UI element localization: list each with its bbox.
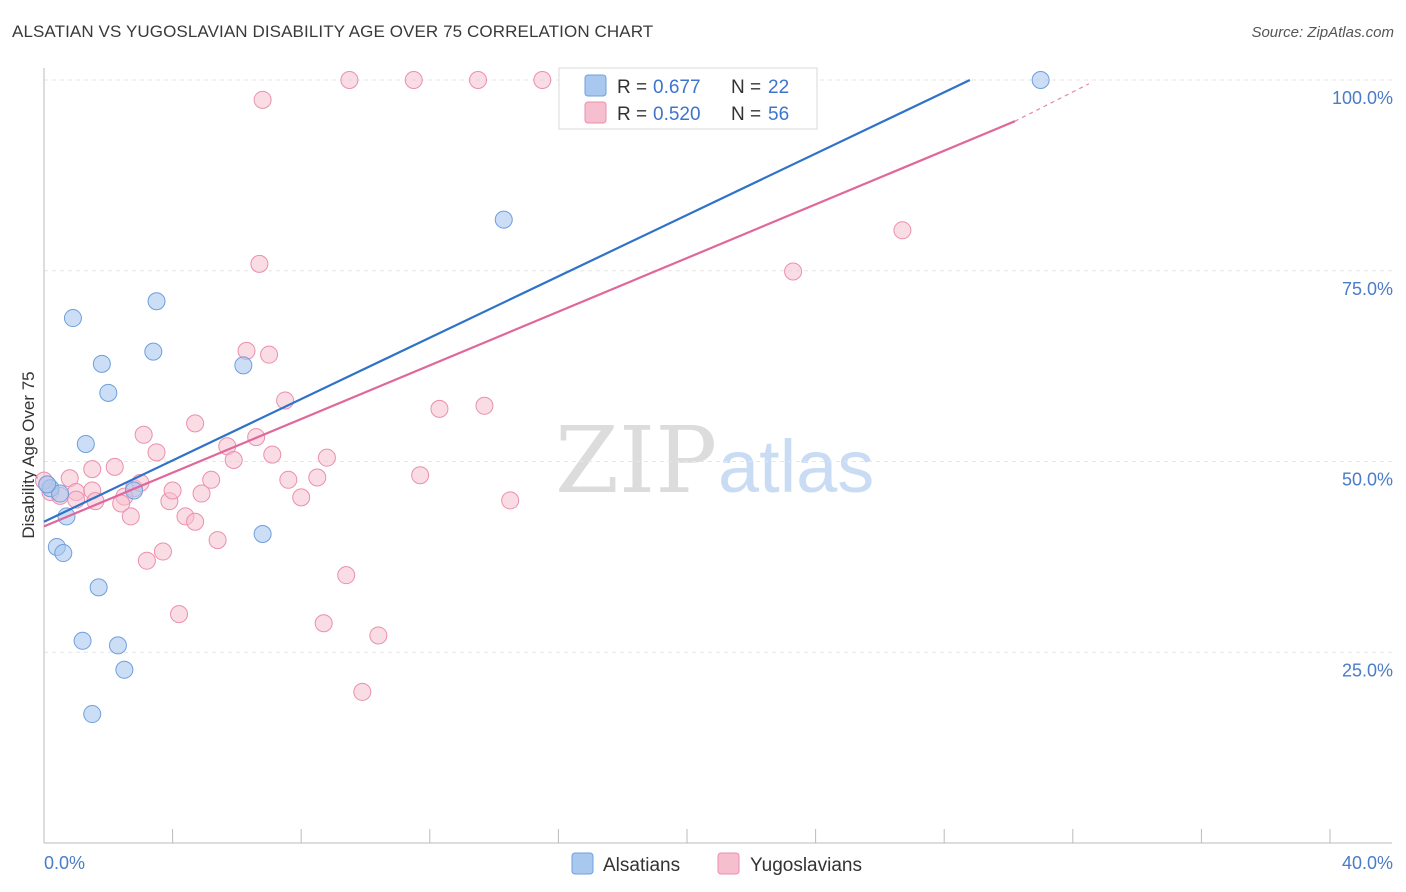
alsatian-point-20 (1031, 71, 1050, 89)
alsatian-point-6 (76, 434, 95, 453)
yugoslavian-point-44 (411, 466, 430, 485)
alsatian-point-21 (38, 475, 57, 494)
alsatian-point-1 (51, 484, 70, 503)
yugoslavian-point-29 (260, 345, 279, 364)
yugoslavian-point-7 (83, 460, 102, 479)
legend-n-value-alsatian: 22 (768, 77, 789, 98)
yugoslavian-point-22 (202, 470, 221, 489)
legend-r-label-yugoslavian: R = (617, 104, 647, 125)
alsatian-point-18 (83, 705, 102, 724)
y-axis-title: Disability Age Over 75 (19, 371, 38, 538)
yugoslavian-point-23 (208, 531, 227, 550)
alsatian-point-13 (253, 524, 272, 543)
y-tick-label-50: 50.0% (1342, 470, 1393, 490)
legend-swatch-alsatians (571, 852, 594, 875)
yugoslavian-points (35, 71, 912, 701)
yugoslavian-point-36 (153, 542, 172, 561)
chart-title: ALSATIAN VS YUGOSLAVIAN DISABILITY AGE O… (12, 22, 654, 41)
yugoslavian-point-47 (253, 90, 272, 109)
legend-n-value-yugoslavian: 56 (768, 104, 789, 125)
yugoslavian-point-12 (121, 507, 140, 526)
alsatian-point-19 (494, 210, 513, 229)
legend-r-value-alsatian: 0.677 (653, 77, 701, 98)
legend-swatch-yugoslavian (584, 101, 607, 124)
yugoslavian-point-49 (404, 71, 423, 89)
yugoslavian-point-43 (430, 399, 449, 418)
alsatian-point-7 (92, 354, 111, 373)
yugoslavian-point-21 (192, 484, 211, 503)
yugoslavian-point-46 (501, 491, 520, 510)
alsatian-point-8 (99, 383, 118, 402)
alsatian-point-14 (89, 578, 108, 597)
alsatian-trend-line (43, 79, 971, 523)
trend-lines (43, 79, 1090, 528)
yugoslavian-point-14 (134, 425, 153, 444)
yugoslavian-point-19 (186, 512, 205, 531)
legend-r-label-alsatian: R = (617, 77, 647, 98)
yugoslavian-trend-extension (1014, 83, 1090, 122)
watermark-atlas: atlas (718, 425, 874, 508)
yugoslavian-point-41 (369, 626, 388, 645)
yugoslavian-point-30 (263, 445, 282, 464)
watermark-zip: ZIP (555, 407, 717, 514)
alsatian-point-9 (147, 292, 166, 311)
alsatian-point-10 (144, 342, 163, 361)
yugoslavian-point-33 (292, 488, 311, 507)
yugoslavian-point-17 (163, 481, 182, 500)
y-tick-label-75: 75.0% (1342, 279, 1393, 299)
yugoslavian-point-20 (186, 414, 205, 433)
yugoslavian-point-25 (224, 450, 243, 469)
yugoslavian-point-39 (314, 614, 333, 633)
source-label: Source: ZipAtlas.com (1251, 24, 1394, 41)
legend-n-label-yugoslavian: N = (731, 104, 761, 125)
x-tick-label-min: 0.0% (44, 853, 85, 873)
yugoslavian-point-51 (533, 71, 552, 89)
alsatian-point-15 (73, 631, 92, 650)
yugoslavian-point-34 (308, 468, 327, 487)
yugoslavian-point-50 (469, 71, 488, 89)
alsatian-point-4 (54, 544, 73, 563)
legend-swatch-yugoslavians (717, 852, 740, 875)
y-tick-label-25: 25.0% (1342, 660, 1393, 680)
y-tick-label-100: 100.0% (1332, 88, 1393, 108)
yugoslavian-trend-line (43, 120, 1016, 528)
watermark: ZIP atlas (555, 407, 874, 514)
correlation-legend: R = 0.677 N = 22 R = 0.520 N = 56 (558, 67, 818, 130)
yugoslavian-point-40 (337, 566, 356, 585)
legend-n-label-alsatian: N = (731, 77, 761, 98)
alsatian-point-16 (108, 636, 127, 655)
yugoslavian-point-48 (340, 71, 359, 89)
yugoslavian-point-28 (250, 254, 269, 273)
yugoslavian-point-8 (105, 457, 124, 476)
y-tick-labels: 25.0% 50.0% 75.0% 100.0% (1332, 88, 1393, 680)
legend-swatch-alsatian (584, 74, 607, 97)
yugoslavian-point-38 (170, 605, 189, 624)
yugoslavian-point-32 (279, 470, 298, 489)
alsatian-points (38, 71, 1050, 724)
legend-label-yugoslavians: Yugoslavians (750, 855, 862, 876)
yugoslavian-point-42 (353, 682, 372, 701)
yugoslavian-point-37 (137, 551, 156, 570)
legend-label-alsatians: Alsatians (603, 855, 680, 876)
yugoslavian-point-52 (784, 262, 803, 281)
alsatian-point-5 (63, 309, 82, 328)
x-axis-ticks (172, 829, 1331, 843)
series-legend: Alsatians Yugoslavians (571, 852, 862, 876)
yugoslavian-point-15 (147, 443, 166, 462)
alsatian-point-17 (115, 660, 134, 679)
yugoslavian-point-45 (475, 396, 494, 415)
legend-r-value-yugoslavian: 0.520 (653, 104, 701, 125)
alsatian-point-12 (234, 356, 253, 375)
x-tick-label-max: 40.0% (1342, 853, 1393, 873)
yugoslavian-point-53 (893, 221, 912, 240)
yugoslavian-point-35 (317, 448, 336, 467)
